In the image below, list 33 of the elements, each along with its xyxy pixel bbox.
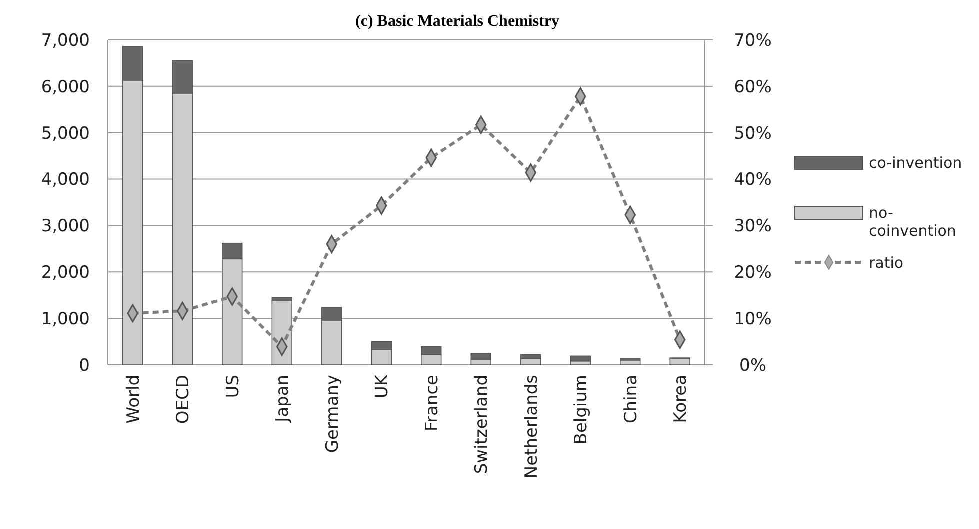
x-tick-label: OECD [174, 375, 194, 424]
y-tick-label: 0 [79, 356, 90, 376]
x-tick-label: Korea [671, 375, 692, 424]
x-tick-label: France [422, 375, 442, 432]
y-tick-label: 4,000 [41, 170, 90, 190]
y-tick-label: 2,000 [41, 263, 90, 284]
y2-tick-label: 50% [734, 124, 772, 144]
chart-title: (c) Basic Materials Chemistry [356, 13, 560, 30]
y-tick-label: 3,000 [41, 216, 90, 237]
x-tick-label: Japan [273, 375, 294, 424]
x-tick-label: Switzerland [472, 375, 492, 474]
y-tick-label: 5,000 [41, 124, 90, 144]
y2-tick-label: 70% [734, 30, 772, 51]
legend-label: no-coinvention [869, 204, 956, 240]
y-tick-label: 7,000 [41, 30, 90, 51]
x-tick-label: China [621, 375, 642, 424]
y2-tick-label: 30% [734, 216, 772, 237]
x-tick-label: UK [372, 374, 393, 399]
x-tick-label: Germany [322, 375, 343, 454]
bar [570, 356, 591, 362]
x-tick-label: World [124, 375, 144, 424]
legend-label: ratio [869, 254, 904, 272]
y2-tick-label: 20% [734, 263, 772, 284]
x-tick-label: Netherlands [522, 374, 542, 479]
y-tick-label: 1,000 [41, 310, 90, 330]
y2-tick-label: 10% [734, 310, 772, 330]
legend-label: co-invention [869, 154, 962, 172]
x-tick-label: US [223, 375, 244, 398]
y2-tick-label: 60% [734, 77, 772, 98]
y2-tick-label: 0% [740, 356, 766, 376]
y2-tick-label: 40% [734, 170, 772, 190]
y-tick-label: 6,000 [41, 77, 90, 98]
x-tick-label: Belgium [572, 375, 592, 445]
